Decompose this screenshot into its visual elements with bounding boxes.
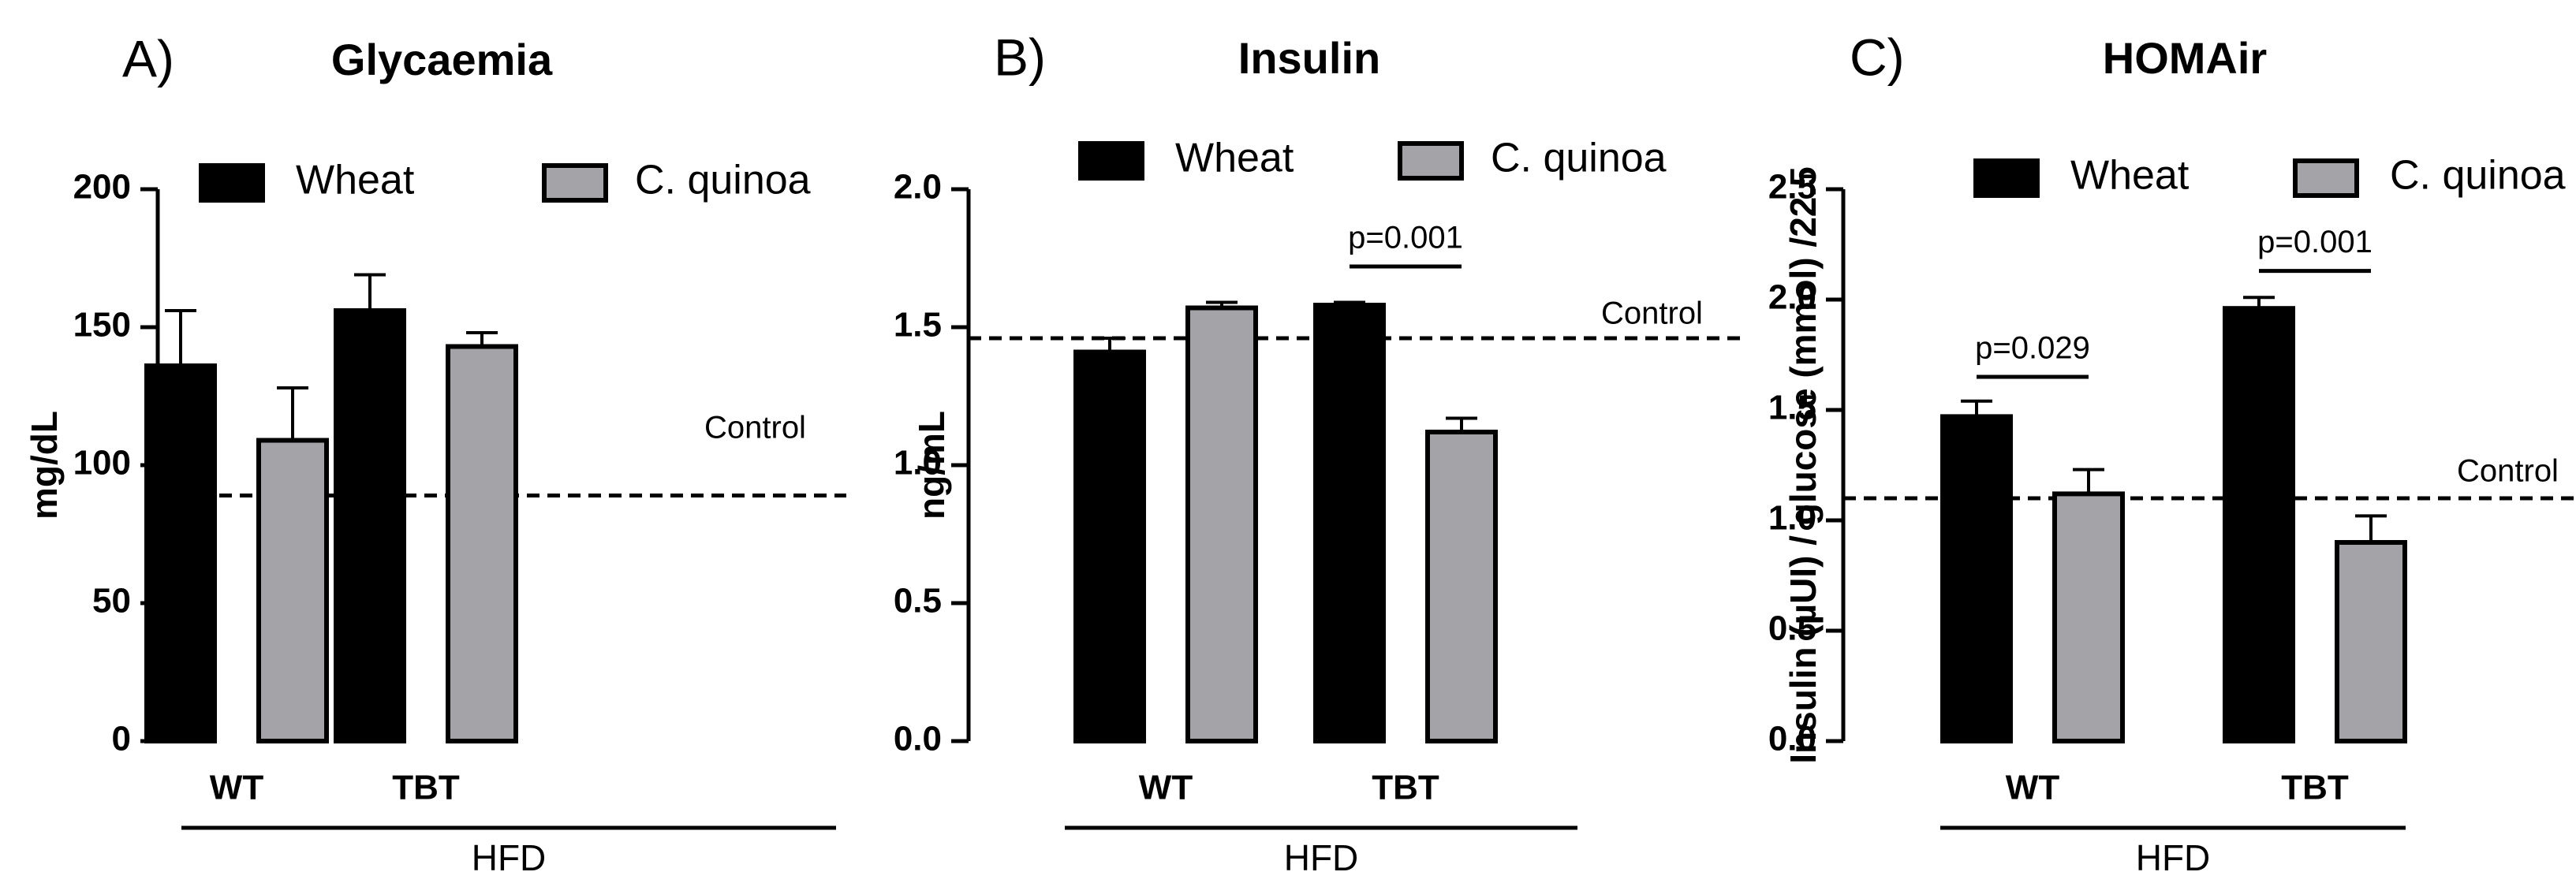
legend-label-quinoa: C. quinoa xyxy=(2390,153,2566,199)
y-tick-label: 0 xyxy=(112,720,131,758)
legend-label-wheat: Wheat xyxy=(1175,136,1294,181)
legend-swatch-wheat xyxy=(1078,141,1144,181)
y-tick-label: 150 xyxy=(73,306,131,345)
y-axis-label: Insulin (µUI) / glucose (mmol) /22.5 xyxy=(1783,166,1824,764)
group-label: HFD xyxy=(1284,837,1359,878)
chart-title: HOMAir xyxy=(2103,33,2267,83)
x-category-label: TBT xyxy=(392,769,460,807)
y-tick-label: 1.0 xyxy=(1768,499,1816,538)
panel-letter: A) xyxy=(122,29,174,88)
control-label: Control xyxy=(2457,454,2559,489)
bar-wheat-tbt xyxy=(334,308,406,743)
x-category-label: WT xyxy=(210,769,264,807)
legend-label-quinoa: C. quinoa xyxy=(1491,136,1667,181)
legend-label-wheat: Wheat xyxy=(296,158,415,203)
legend-label-quinoa: C. quinoa xyxy=(635,158,811,203)
x-category-label: WT xyxy=(2006,769,2060,807)
y-tick-label: 200 xyxy=(73,168,131,207)
x-category-label: TBT xyxy=(1372,769,1439,807)
y-tick-label: 0.5 xyxy=(1768,609,1816,648)
legend-swatch-wheat xyxy=(199,163,265,203)
chart-panel-1: A) Glycaemia mg/dL 0 50 100 150 200 Control WT TBT… xyxy=(24,29,846,878)
p-value-label: p=0.029 xyxy=(1975,331,2090,366)
group-label: HFD xyxy=(472,837,547,878)
legend-label-wheat: Wheat xyxy=(2070,153,2190,199)
bar-quinoa-tbt xyxy=(2335,540,2407,743)
bar-wheat-wt xyxy=(1940,414,2013,744)
panel-letter: C) xyxy=(1850,28,1905,86)
y-axis-label: ng/mL xyxy=(911,411,952,520)
p-value-label: p=0.001 xyxy=(1348,221,1463,255)
bar-wheat-wt xyxy=(1073,349,1146,743)
legend-swatch-quinoa xyxy=(1398,141,1464,181)
bar-quinoa-wt xyxy=(2052,491,2125,744)
y-tick-label: 1.5 xyxy=(1768,389,1816,427)
control-label: Control xyxy=(704,411,806,445)
y-tick-label: 1.5 xyxy=(894,306,942,345)
control-label: Control xyxy=(1601,296,1703,331)
y-tick-label: 0.5 xyxy=(894,582,942,620)
y-tick-label: 2.0 xyxy=(894,168,942,207)
y-axis-label: mg/dL xyxy=(24,411,65,520)
x-category-label: WT xyxy=(1139,769,1193,807)
chart-panel-3: C) HOMAir Insulin (µUI) / glucose (mmol) /… xyxy=(1768,28,2576,878)
group-label: HFD xyxy=(2136,837,2211,878)
y-tick-label: 0.0 xyxy=(894,720,942,758)
chart-panel-2: B) Insulin ng/mL 0.0 0.5 1.0 1.5 2.0 Control WT TB… xyxy=(894,28,1743,878)
bar-wheat-tbt xyxy=(2223,306,2295,743)
y-tick-label: 2.0 xyxy=(1768,278,1816,317)
bar-quinoa-tbt xyxy=(446,344,518,743)
bar-quinoa-tbt xyxy=(1425,430,1498,743)
y-tick-label: 1.0 xyxy=(894,444,942,482)
y-tick-label: 100 xyxy=(73,444,131,482)
bar-quinoa-wt xyxy=(1185,305,1258,743)
x-category-label: TBT xyxy=(2281,769,2349,807)
bar-quinoa-wt xyxy=(256,438,329,743)
chart-title: Insulin xyxy=(1238,33,1380,83)
y-tick-label: 2.5 xyxy=(1768,168,1816,207)
y-tick-label: 0.0 xyxy=(1768,720,1816,758)
legend-swatch-wheat xyxy=(1973,158,2040,198)
chart-title: Glycaemia xyxy=(331,35,553,84)
p-value-label: p=0.001 xyxy=(2257,225,2373,259)
bar-wheat-wt xyxy=(144,363,217,743)
panel-letter: B) xyxy=(994,28,1046,86)
legend-swatch-quinoa xyxy=(542,163,608,203)
y-tick-label: 50 xyxy=(92,582,131,620)
bar-wheat-tbt xyxy=(1313,303,1386,743)
legend-swatch-quinoa xyxy=(2293,158,2359,198)
